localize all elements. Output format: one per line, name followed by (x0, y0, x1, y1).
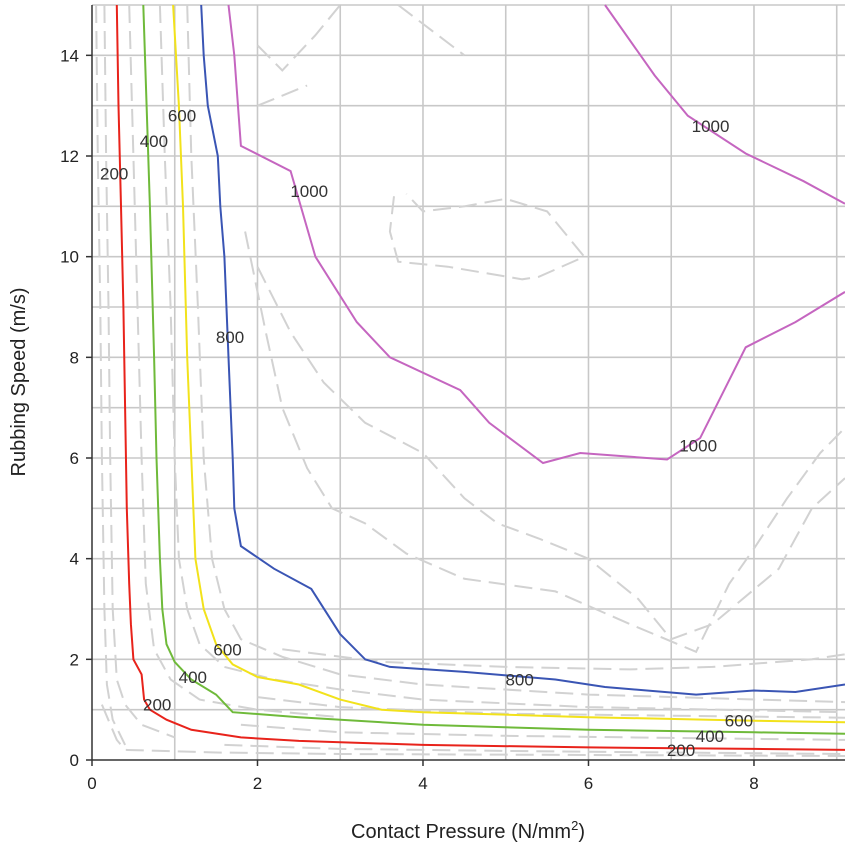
minor-contours (95, 4, 845, 757)
contour-series (115, 4, 845, 751)
y-tick-label: 12 (60, 147, 79, 166)
contour-line-400 (142, 4, 845, 735)
x-axis-title: Contact Pressure (N/mm2) (351, 818, 585, 843)
y-tick-label: 14 (60, 46, 79, 65)
x-tick-label: 6 (584, 774, 593, 793)
contour-label: 400 (179, 668, 207, 687)
y-tick-label: 2 (70, 650, 79, 669)
y-tick-label: 8 (70, 348, 79, 367)
x-tick-label: 2 (253, 774, 262, 793)
contour-line-200 (115, 4, 845, 751)
axes (91, 5, 845, 761)
minor-contour-line (244, 231, 845, 654)
contour-label: 1000 (679, 436, 717, 455)
contour-line-600 (172, 4, 845, 724)
x-tick-label: 8 (749, 774, 758, 793)
contour-label: 1000 (692, 117, 730, 136)
contour-label: 600 (213, 640, 241, 659)
x-axis-title-end: ) (578, 821, 585, 843)
minor-contour-line (388, 193, 586, 281)
minor-contour-line (158, 4, 845, 714)
minor-contour-line (282, 648, 845, 671)
minor-contour-line (100, 704, 845, 757)
contour-line-1000 (604, 4, 845, 205)
contour-label: 800 (505, 670, 533, 689)
x-axis-title-sup: 2 (571, 818, 578, 833)
contour-label: 400 (696, 727, 724, 746)
contour-labels: 2004006008001000100010006004002008006004… (100, 107, 753, 760)
minor-contour-line (224, 743, 845, 755)
contour-label: 600 (725, 712, 753, 731)
y-tick-label: 6 (70, 449, 79, 468)
contour-line-800 (200, 4, 845, 696)
minor-contour-line (186, 4, 845, 704)
contour-label: 800 (216, 328, 244, 347)
minor-contour-line (128, 4, 341, 719)
contour-label: 1000 (290, 182, 328, 201)
tick-labels: 0 2 4 6 8 0 2 4 6 8 10 12 14 (60, 46, 759, 793)
contour-label: 200 (667, 741, 695, 760)
minor-contour-line (256, 266, 845, 641)
x-axis-title-main: Contact Pressure (N/mm (351, 821, 571, 843)
y-tick-label: 4 (70, 550, 79, 569)
grid (92, 4, 845, 760)
y-axis-title: Rubbing Speed (m/s) (8, 288, 30, 477)
minor-contour-line (95, 4, 126, 746)
contour-label: 200 (100, 165, 128, 184)
contour-label: 600 (168, 107, 196, 126)
minor-contour-line (257, 84, 308, 107)
y-tick-label: 0 (70, 751, 79, 770)
contour-label: 400 (140, 132, 168, 151)
minor-contour-line (397, 4, 466, 57)
y-tick-label: 10 (60, 248, 79, 267)
contour-label: 200 (143, 696, 171, 715)
minor-contour-line (103, 4, 176, 739)
x-tick-label: 0 (87, 774, 96, 793)
minor-contour-line (256, 4, 341, 72)
x-tick-label: 4 (418, 774, 427, 793)
minor-contour-line (240, 723, 845, 741)
contour-line-1000 (227, 4, 845, 465)
